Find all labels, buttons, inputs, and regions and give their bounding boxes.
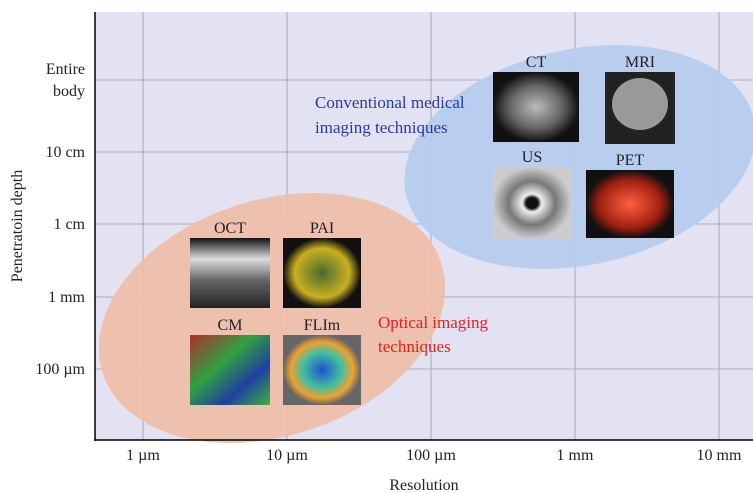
group-label: techniques [378,337,451,356]
modality-image [493,72,579,142]
modality-image [190,238,270,308]
x-tick-label: 10 mm [697,447,742,464]
modality-label: PET [616,152,645,169]
modality-image-detail [612,78,668,130]
x-tick-label: 1 µm [126,447,160,464]
modality-label: FLIm [304,317,341,334]
group-label: Optical imaging [378,313,489,332]
x-tick-label: 100 µm [406,447,456,464]
x-tick-label: 1 mm [557,447,594,464]
x-tick-label: 10 µm [266,447,308,464]
modality-image [190,335,270,405]
modality-label: MRI [625,54,655,71]
modality-label: US [522,149,542,166]
y-ticks: 100 µm 1 mm 1 cm 10 cm Entire body [35,61,85,378]
modality-label: PAI [310,220,334,237]
modality-image [283,335,361,405]
y-axis-label: Penetratoin depth [9,170,26,282]
modality-image [493,167,571,239]
x-axis-label: Resolution [389,477,458,493]
y-tick-label: 1 cm [53,216,85,233]
diagram: 1 µm 10 µm 100 µm 1 mm 10 mm Resolution … [0,0,753,493]
y-tick-label: body [53,83,85,100]
y-tick-label: 1 mm [48,289,85,306]
y-tick-label: Entire [46,61,85,78]
modality-label: CM [218,317,243,334]
modality-image [586,170,674,238]
x-ticks: 1 µm 10 µm 100 µm 1 mm 10 mm [126,447,742,464]
group-label: Conventional medical [315,93,465,112]
modality-label: CT [526,54,547,71]
y-tick-label: 100 µm [35,361,85,378]
modality-label: OCT [214,220,246,237]
y-tick-label: 10 cm [45,144,85,161]
group-label: imaging techniques [315,118,448,137]
modality-image [283,238,361,308]
